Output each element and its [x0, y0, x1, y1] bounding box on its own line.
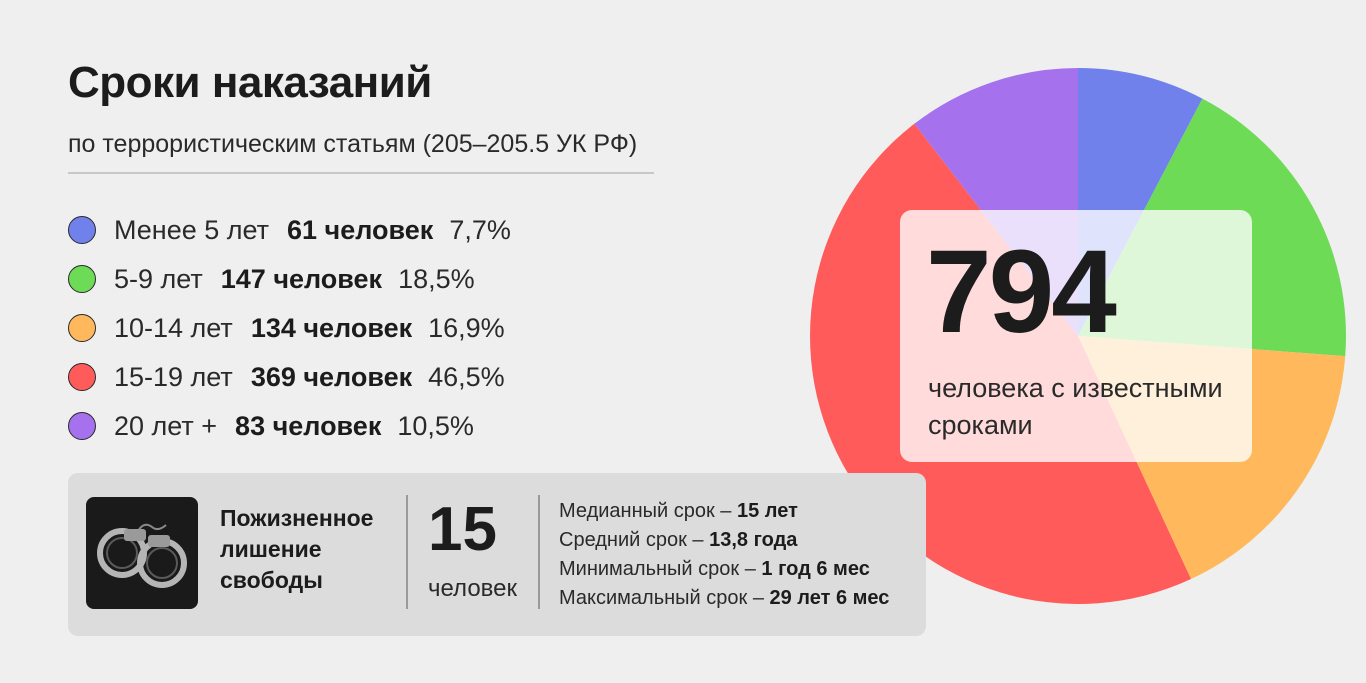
total-caption: человека с известными сроками [928, 373, 1223, 440]
page-subtitle: по террористическим статьям (205–205.5 У… [68, 130, 638, 158]
legend-item: 10-14 лет 134 человек 16,9% [68, 303, 628, 352]
legend-swatch [68, 362, 96, 391]
page-title: Сроки наказаний [68, 58, 432, 107]
divider [68, 172, 654, 174]
legend-count: 83 человек [235, 410, 382, 441]
legend-label: 5-9 лет [114, 263, 203, 294]
legend-label: 20 лет + [114, 410, 218, 441]
legend-swatch [68, 215, 96, 244]
total-card: 794 человека с известными сроками [900, 210, 1252, 462]
total-number: 794 [926, 226, 1117, 358]
legend-label: Менее 5 лет [114, 214, 270, 245]
legend-count: 134 человек [250, 312, 413, 343]
handcuffs-icon [86, 497, 198, 609]
life-sentence-count: 15 [428, 495, 497, 564]
legend-percent: 18,5% [398, 263, 475, 294]
life-sentence-unit: человек [428, 575, 518, 602]
legend-item: Менее 5 лет 61 человек 7,7% [68, 205, 628, 254]
stat-mean: Средний срок – 13,8 года [559, 529, 798, 551]
separator [406, 495, 408, 609]
legend-item: 20 лет + 83 человек 10,5% [68, 401, 628, 450]
legend-swatch [68, 313, 96, 342]
legend-item: 5-9 лет 147 человек 18,5% [68, 254, 628, 303]
life-sentence-label: Пожизненное лишение свободы [220, 505, 374, 593]
legend-count: 369 человек [250, 361, 413, 392]
legend-count: 147 человек [220, 263, 383, 294]
legend-percent: 16,9% [428, 312, 505, 343]
legend-swatch [68, 411, 96, 440]
legend-item: 15-19 лет 369 человек 46,5% [68, 352, 628, 401]
stat-median: Медианный срок – 15 лет [559, 500, 798, 522]
stat-min: Минимальный срок – 1 год 6 мес [559, 558, 870, 580]
legend-percent: 46,5% [428, 361, 505, 392]
legend-label: 15-19 лет [114, 361, 233, 392]
legend-percent: 7,7% [449, 214, 511, 245]
legend-count: 61 человек [287, 214, 434, 245]
separator [538, 495, 540, 609]
stat-max: Максимальный срок – 29 лет 6 мес [559, 587, 890, 609]
legend-swatch [68, 264, 96, 293]
legend-percent: 10,5% [397, 410, 474, 441]
life-sentence-panel: Пожизненное лишение свободы 15 человек М… [68, 473, 926, 636]
legend: Менее 5 лет 61 человек 7,7% 5-9 лет 147 … [68, 205, 628, 450]
sentence-stats: Медианный срок – 15 лет Средний срок – 1… [559, 497, 889, 613]
legend-label: 10-14 лет [114, 312, 233, 343]
